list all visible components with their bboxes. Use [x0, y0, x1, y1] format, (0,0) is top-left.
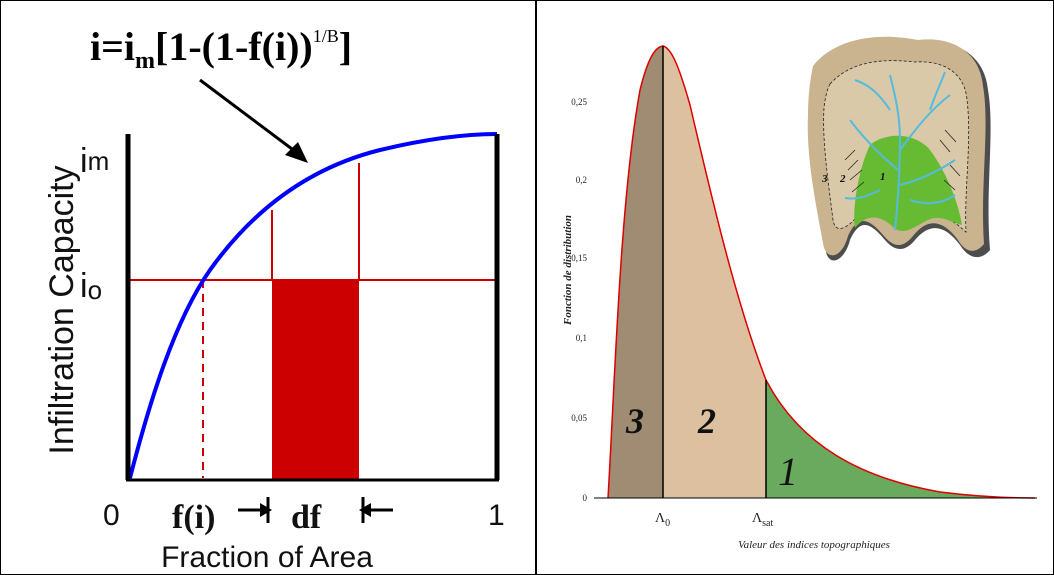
ytick-5: 0,25: [571, 97, 587, 107]
ytick-1: 0,05: [571, 413, 587, 423]
left-y-axis-label: Infiltration Capacity: [43, 165, 81, 454]
ytick-2: 0,1: [576, 333, 587, 343]
x1-label: 1: [488, 499, 505, 532]
df-area: [272, 280, 359, 480]
df-label: df: [291, 499, 322, 536]
region-2-label: 2: [697, 401, 716, 441]
ytick-3: 0,15: [571, 253, 587, 263]
df-arrow-left-head: [260, 503, 272, 517]
right-diagram: Fonction de distribution 0 0,05 0,1 0,15…: [562, 36, 1037, 551]
left-diagram: i=im[1-(1-f(i))1/B] Infiltration Capacit…: [43, 24, 505, 574]
x0-label: 0: [103, 499, 120, 532]
formula: i=im[1-(1-f(i))1/B]: [90, 24, 352, 74]
right-y-axis-label: Fonction de distribution: [562, 215, 574, 326]
formula-arrow-head: [285, 142, 308, 163]
zone-1-area: [766, 380, 1035, 498]
region-3-label: 3: [625, 401, 644, 441]
watershed-map: 3 2 1: [807, 36, 991, 261]
im-label: im: [80, 142, 109, 180]
distribution-curve: [607, 45, 1036, 499]
ytick-4: 0,2: [576, 175, 587, 185]
region-1-label: 1: [778, 449, 798, 494]
formula-arrow: [199, 78, 297, 154]
zone-2-area: [663, 46, 766, 498]
map-label-3: 3: [821, 173, 828, 185]
zone-3-area: [608, 46, 663, 498]
map-hatching: [844, 129, 961, 193]
left-x-axis-label: Fraction of Area: [161, 541, 373, 574]
infiltration-curve: [128, 132, 498, 479]
ytick-0: 0: [583, 493, 588, 503]
right-x-axis-label: Valeur des indices topographiques: [738, 539, 890, 551]
df-arrow-right-head: [359, 503, 371, 517]
io-label: io: [80, 267, 102, 305]
map-label-1: 1: [880, 171, 886, 183]
panel-divider: [535, 0, 537, 575]
map-label-2: 2: [839, 173, 846, 185]
map-rivers: [844, 71, 956, 231]
fi-label: f(i): [172, 499, 215, 536]
lambda0-label: Λ0: [655, 511, 670, 529]
lambdasat-label: Λsat: [752, 511, 773, 529]
